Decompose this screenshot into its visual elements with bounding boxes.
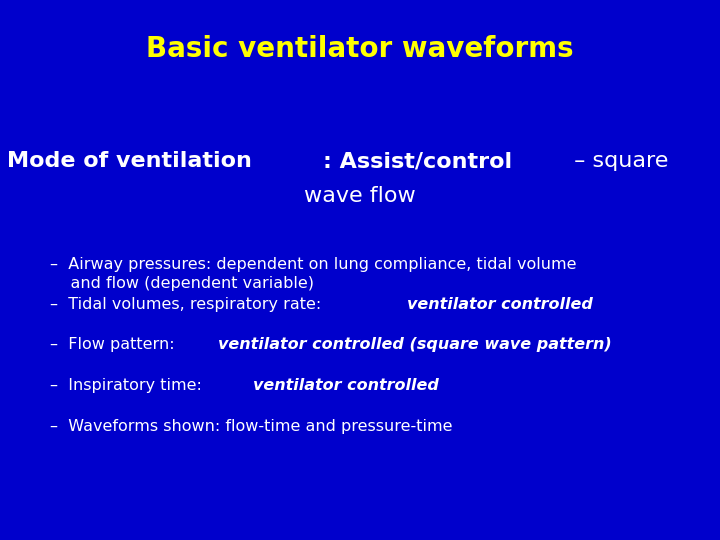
Text: Basic ventilator waveforms: Basic ventilator waveforms [146, 35, 574, 63]
Text: ventilator controlled: ventilator controlled [407, 297, 593, 312]
Text: ventilator controlled: ventilator controlled [253, 378, 439, 393]
Text: –  Tidal volumes, respiratory rate:: – Tidal volumes, respiratory rate: [50, 297, 327, 312]
Text: wave flow: wave flow [304, 186, 416, 206]
Text: Mode of ventilation: Mode of ventilation [7, 151, 252, 171]
Text: –  Airway pressures: dependent on lung compliance, tidal volume
    and flow (de: – Airway pressures: dependent on lung co… [50, 256, 577, 291]
Text: –  Flow pattern:: – Flow pattern: [50, 338, 180, 353]
Text: ventilator controlled (square wave pattern): ventilator controlled (square wave patte… [218, 338, 611, 353]
Text: –  Inspiratory time:: – Inspiratory time: [50, 378, 207, 393]
Text: – square: – square [567, 151, 669, 171]
Text: –  Waveforms shown: flow-time and pressure-time: – Waveforms shown: flow-time and pressur… [50, 418, 453, 434]
Text: : Assist/control: : Assist/control [323, 151, 512, 171]
